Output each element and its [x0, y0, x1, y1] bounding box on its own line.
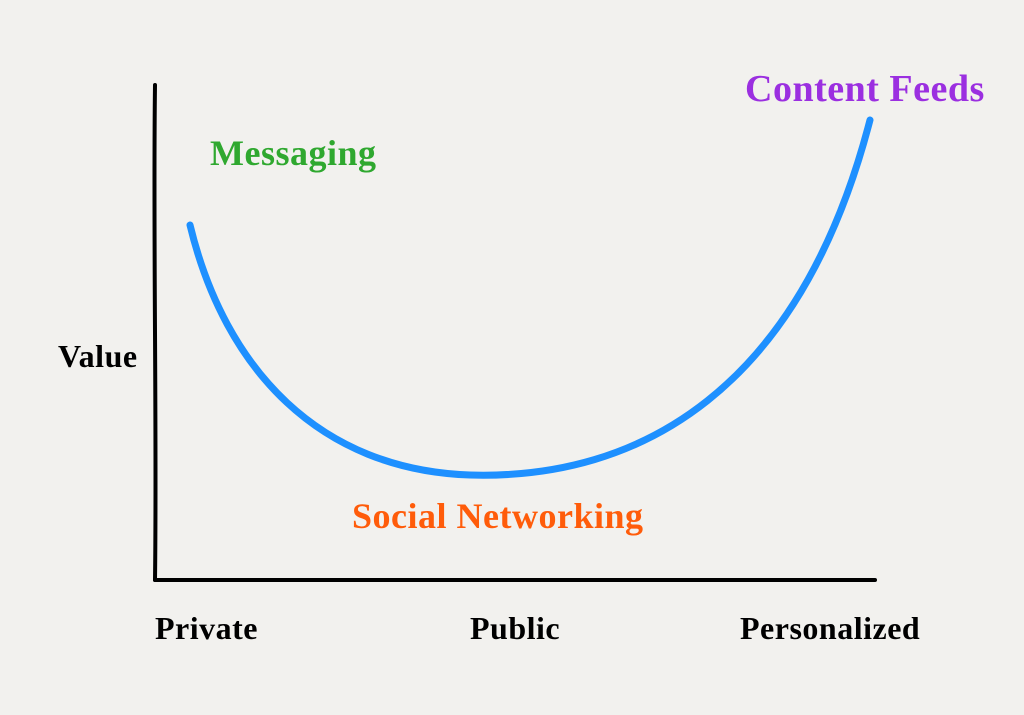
- chart-container: Value Private Public Personalized Messag…: [0, 0, 1024, 715]
- y-axis-line: [154, 85, 155, 580]
- annotation-social-networking: Social Networking: [352, 498, 644, 534]
- x-tick-personalized: Personalized: [740, 612, 920, 644]
- x-tick-public: Public: [470, 612, 560, 644]
- y-axis-label: Value: [58, 340, 138, 372]
- x-axis-line: [155, 579, 875, 580]
- annotation-content-feeds: Content Feeds: [745, 70, 985, 108]
- annotation-messaging: Messaging: [210, 135, 377, 171]
- value-curve: [190, 120, 870, 475]
- x-tick-private: Private: [155, 612, 258, 644]
